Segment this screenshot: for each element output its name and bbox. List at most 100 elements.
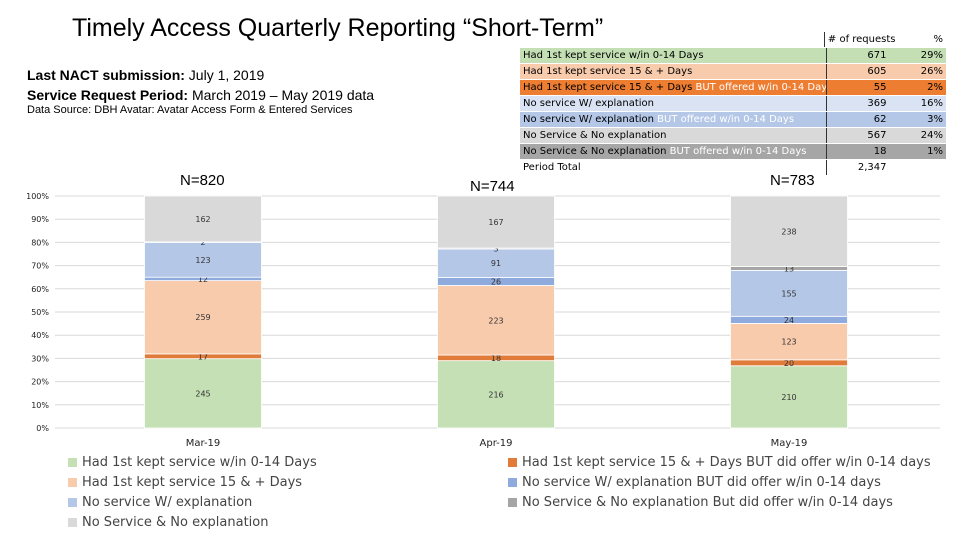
row-count: 671 [867, 50, 887, 61]
legend-swatch [68, 457, 77, 467]
legend-label: No service W/ explanation BUT did offer … [522, 474, 881, 490]
y-tick-label: 60% [31, 285, 49, 294]
legend-label: No service W/ explanation [82, 494, 253, 510]
data-label: 17 [198, 352, 208, 361]
n-label-mar: N=820 [180, 172, 225, 189]
x-tick-label: Mar-19 [186, 438, 221, 449]
table-row: No Service & No explanation 567 24% [520, 128, 946, 144]
period-info: Service Request Period: March 2019 – May… [27, 87, 374, 103]
bar-segment [730, 365, 848, 429]
row-count: 605 [867, 66, 887, 77]
data-label: 245 [195, 389, 210, 398]
legend-swatch [508, 457, 517, 467]
period-label: Service Request Period: [27, 87, 189, 103]
table-header: # of requests % [520, 32, 946, 48]
data-label: 13 [784, 264, 794, 273]
bar-segment [730, 323, 848, 361]
table-row: Had 1st kept service 15 & + Days 605 26% [520, 64, 946, 80]
legend-swatch [68, 517, 77, 527]
y-tick-label: 100% [26, 192, 49, 201]
row-count: 55 [873, 82, 887, 93]
legend-item: No Service & No explanation But did offe… [508, 492, 931, 512]
y-tick-label: 90% [31, 215, 49, 224]
total-label: Period Total [520, 160, 828, 175]
table-total-row: Period Total 2,347 [520, 160, 946, 176]
row-pct: 26% [920, 66, 943, 77]
legend-label: Had 1st kept service w/in 0-14 Days [82, 454, 317, 470]
table-row: Had 1st kept service w/in 0-14 Days 671 2… [520, 48, 946, 64]
bar-segment [437, 248, 555, 278]
legend-right: Had 1st kept service 15 & + Days BUT did… [508, 452, 931, 512]
row-pct: 2% [927, 82, 943, 93]
legend-label: No Service & No explanation [82, 514, 269, 530]
data-label: 3 [493, 245, 498, 254]
bar-segment [144, 358, 262, 429]
y-tick-label: 80% [31, 238, 49, 247]
data-label: 91 [491, 259, 501, 268]
legend-swatch [508, 477, 517, 487]
bar-segment [730, 269, 848, 317]
y-tick-label: 0% [36, 424, 49, 433]
x-tick-label: Apr-19 [480, 438, 513, 449]
row-pct: 29% [920, 50, 943, 61]
x-tick-label: May-19 [771, 438, 808, 449]
header-blank [520, 32, 825, 47]
page-title: Timely Access Quarterly Reporting “Short… [72, 14, 604, 42]
legend-item: Had 1st kept service w/in 0-14 Days [68, 452, 317, 472]
bar-segment [144, 195, 262, 243]
legend-item: Had 1st kept service 15 & + Days BUT did… [508, 452, 931, 472]
total-value: 2,347 [857, 162, 887, 173]
n-label-apr: N=744 [470, 178, 515, 195]
y-tick-label: 40% [31, 331, 49, 340]
nact-info: Last NACT submission: July 1, 2019 [27, 67, 264, 83]
y-tick-label: 50% [31, 308, 49, 317]
bar-segment [437, 285, 555, 356]
row-label: No service W/ explanation BUT offered w/… [520, 112, 828, 127]
data-label: 223 [488, 316, 503, 325]
bar-segment [437, 360, 555, 429]
row-label: Had 1st kept service 15 & + Days [520, 64, 828, 79]
legend-item: No service W/ explanation [68, 492, 317, 512]
row-pct: 3% [927, 114, 943, 125]
bar-segment [144, 280, 262, 355]
nact-label: Last NACT submission: [27, 67, 185, 83]
table-row: Had 1st kept service 15 & + Days BUT off… [520, 80, 946, 96]
data-label: 123 [781, 338, 796, 347]
data-label: 2 [200, 238, 205, 247]
row-count: 369 [867, 98, 887, 109]
data-label: 18 [491, 354, 501, 363]
y-tick-label: 30% [31, 354, 49, 363]
data-label: 162 [195, 215, 210, 224]
table-row: No service W/ explanation BUT offered w/… [520, 112, 946, 128]
legend-swatch [68, 477, 77, 487]
legend-swatch [68, 497, 77, 507]
data-label: 26 [491, 277, 501, 286]
data-label: 259 [195, 313, 210, 322]
data-label: 216 [488, 390, 503, 399]
row-label: No Service & No explanation BUT offered … [520, 144, 828, 159]
data-label: 12 [198, 275, 208, 284]
bar-segment [144, 241, 262, 278]
data-label: 210 [781, 393, 796, 402]
legend-left: Had 1st kept service w/in 0-14 Days Had 1… [68, 452, 317, 532]
period-value: March 2019 – May 2019 data [191, 87, 375, 103]
summary-table: # of requests % Had 1st kept service w/i… [520, 32, 946, 176]
bar-segment [437, 195, 555, 249]
data-label: 238 [781, 227, 796, 236]
data-label: 155 [781, 289, 796, 298]
y-tick-label: 70% [31, 262, 49, 271]
legend-item: No Service & No explanation [68, 512, 317, 532]
row-count: 567 [867, 130, 887, 141]
bar-segment [730, 195, 848, 267]
row-label: No service W/ explanation [520, 96, 828, 111]
row-label: Had 1st kept service w/in 0-14 Days [520, 48, 828, 63]
header-pct: % [933, 34, 943, 45]
row-pct: 24% [920, 130, 943, 141]
data-label: 167 [488, 218, 503, 227]
row-count: 18 [873, 146, 887, 157]
header-count: # of requests [827, 34, 896, 45]
row-pct: 1% [927, 146, 943, 157]
legend-label: Had 1st kept service 15 & + Days [82, 474, 303, 490]
